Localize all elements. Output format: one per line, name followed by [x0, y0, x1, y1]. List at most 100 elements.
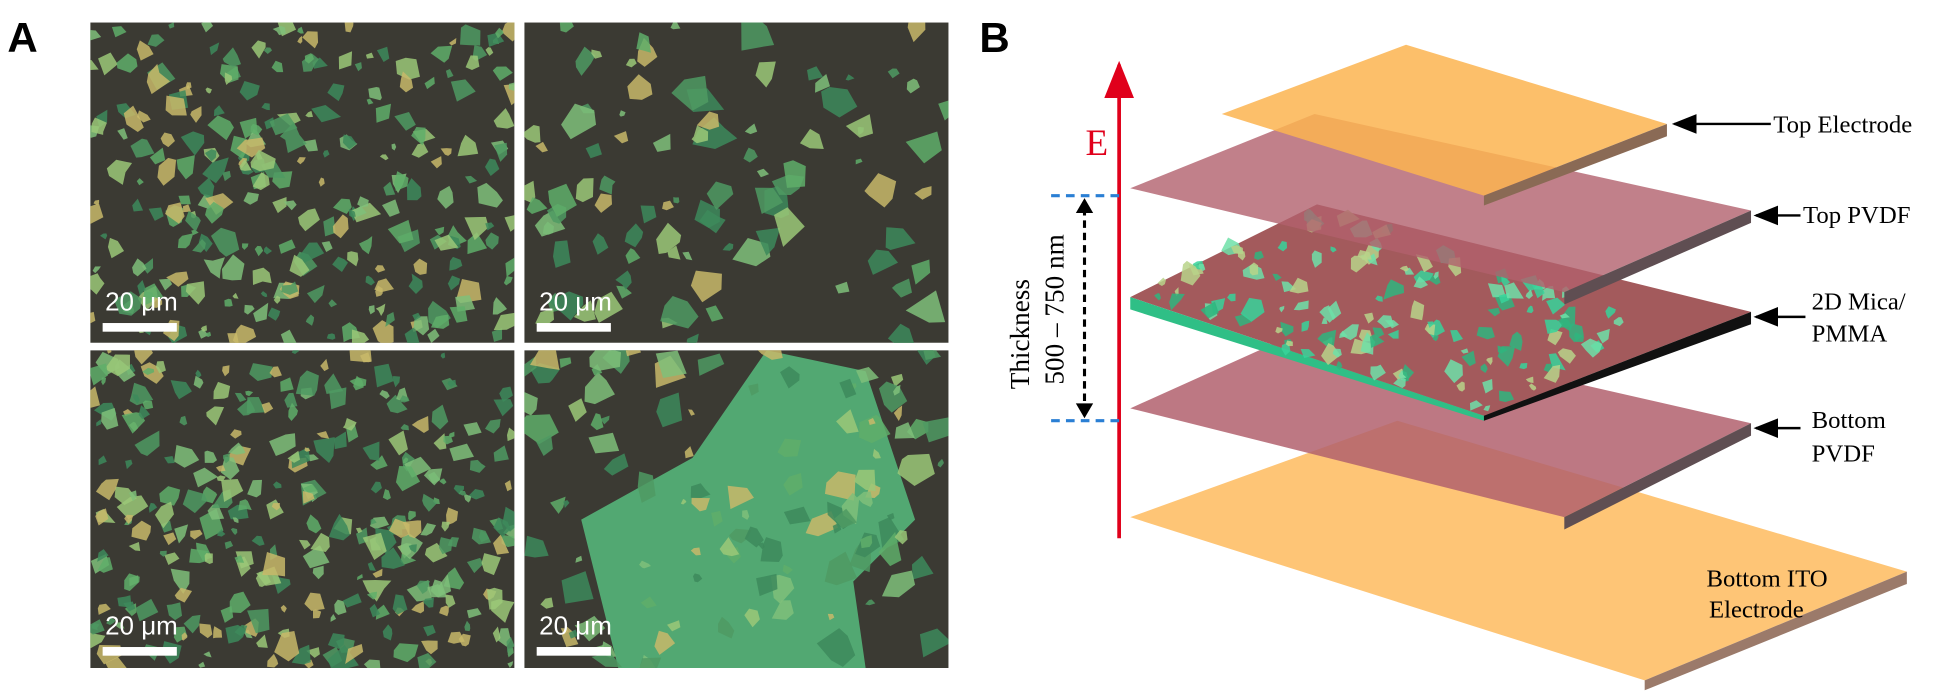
flake [662, 200, 674, 211]
flake [379, 154, 389, 161]
flake [232, 324, 257, 343]
flake [333, 431, 347, 450]
flake [756, 573, 778, 597]
flake [783, 473, 803, 496]
flake [135, 598, 159, 622]
flake [680, 499, 687, 505]
flake [457, 134, 479, 157]
flake [886, 512, 895, 521]
flake [394, 171, 409, 191]
flake [91, 117, 107, 135]
flake [887, 323, 914, 343]
flake [771, 600, 794, 620]
flake [423, 625, 436, 637]
flake [392, 376, 401, 388]
flake [1387, 329, 1399, 339]
flake [284, 392, 298, 408]
flake [691, 125, 709, 144]
flake [625, 58, 637, 68]
flake [179, 415, 188, 426]
flake [535, 308, 554, 326]
flake [406, 178, 422, 201]
flake [1319, 305, 1336, 323]
flake [370, 481, 382, 494]
flake [688, 409, 695, 416]
flake [492, 66, 513, 81]
layer-edge [1130, 297, 1484, 421]
flake [195, 369, 202, 378]
flake [467, 232, 488, 255]
flake [548, 183, 577, 218]
flake [445, 594, 456, 608]
flake [163, 532, 177, 546]
flake [230, 429, 242, 439]
flake [227, 333, 239, 343]
flake [911, 555, 934, 580]
flake [493, 399, 514, 417]
flake [303, 659, 314, 669]
flake [155, 360, 166, 374]
flake [686, 333, 699, 343]
flake [507, 661, 514, 668]
flake [304, 53, 314, 64]
flake [413, 258, 428, 275]
flake [504, 215, 515, 232]
flake [1444, 359, 1463, 384]
flake [128, 490, 137, 502]
flake [1369, 334, 1385, 348]
flake [411, 143, 429, 158]
flake [232, 292, 239, 299]
flake [388, 430, 408, 456]
flake [613, 131, 629, 144]
flake [450, 79, 476, 102]
flake [273, 481, 282, 489]
flake [372, 568, 383, 578]
flake [466, 608, 482, 619]
flake [616, 285, 632, 299]
flake [856, 491, 873, 508]
flake [198, 661, 206, 668]
flake [411, 416, 429, 433]
flake [652, 133, 671, 152]
flake [192, 238, 206, 253]
flake [263, 246, 273, 255]
flake [430, 45, 453, 63]
flake [690, 483, 711, 499]
flake [1559, 313, 1570, 319]
flake [654, 630, 676, 655]
flake [223, 453, 230, 464]
flake [423, 597, 434, 608]
flake [383, 181, 396, 196]
flake [464, 175, 478, 184]
flake [370, 455, 388, 470]
flake [493, 534, 510, 555]
flake [137, 110, 151, 123]
flake [799, 128, 824, 150]
flake [408, 510, 416, 521]
flake [222, 365, 230, 377]
flake [439, 478, 447, 485]
flake [1410, 300, 1425, 321]
flake [306, 647, 320, 658]
flake [267, 653, 279, 668]
layer-stack [1130, 44, 1907, 691]
flake [492, 297, 508, 315]
flake [504, 480, 512, 492]
flake [524, 180, 536, 203]
flake [434, 226, 445, 236]
flake [421, 640, 438, 655]
flake [711, 510, 723, 527]
flake [699, 209, 726, 234]
flake [540, 597, 554, 609]
flake [146, 63, 171, 95]
flake [234, 555, 245, 563]
flake [205, 201, 224, 224]
flake [181, 632, 188, 641]
flake [832, 522, 842, 534]
flake [860, 535, 873, 549]
flake [783, 160, 806, 188]
flake [1504, 282, 1524, 299]
flake [561, 103, 597, 140]
flake [323, 216, 336, 237]
flake [107, 350, 112, 354]
